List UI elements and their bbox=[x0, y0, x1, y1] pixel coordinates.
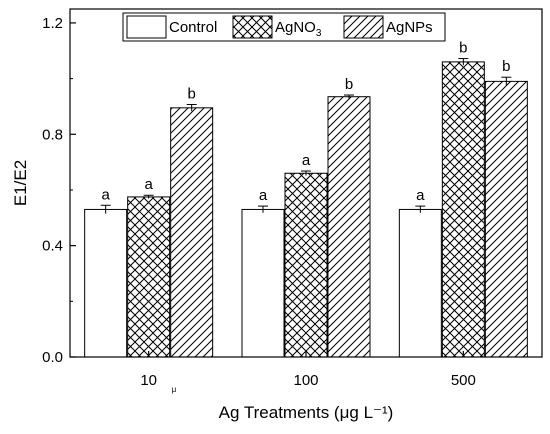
significance-label: b bbox=[345, 76, 353, 93]
x-tick-annotation: μ bbox=[172, 385, 177, 394]
legend-label-agnps: AgNPs bbox=[386, 19, 433, 36]
x-tick-label-500: 500 bbox=[451, 372, 476, 389]
bar-control-500 bbox=[398, 208, 442, 358]
bar-agno-100 bbox=[284, 172, 328, 358]
legend-swatch-control bbox=[126, 15, 167, 39]
y-tick-label: 0.8 bbox=[42, 126, 63, 143]
significance-label: a bbox=[416, 187, 425, 204]
legend-label-agno: AgNO3 bbox=[275, 19, 322, 39]
legend-box bbox=[122, 12, 446, 42]
x-tick-label-100: 100 bbox=[293, 372, 318, 389]
significance-label: a bbox=[259, 187, 268, 204]
bar-control-100 bbox=[241, 208, 285, 358]
legend-swatch-agnps bbox=[343, 15, 384, 39]
y-tick-label: 0.4 bbox=[42, 238, 63, 255]
significance-label: a bbox=[144, 176, 153, 193]
legend-label-control: Control bbox=[169, 19, 217, 36]
y-tick-label: 0.0 bbox=[42, 349, 63, 366]
x-axis: 10 μ 100 500 bbox=[140, 351, 476, 394]
bar-agno-500 bbox=[441, 61, 485, 358]
y-tick-label: 1.2 bbox=[42, 15, 63, 32]
bar-agnps-10 bbox=[170, 107, 214, 358]
significance-label: a bbox=[101, 186, 110, 203]
significance-label: b bbox=[187, 85, 195, 102]
bar-agno-10 bbox=[127, 196, 171, 358]
bar-control-10 bbox=[84, 208, 128, 358]
significance-label: b bbox=[502, 58, 510, 75]
bar-agnps-500 bbox=[484, 80, 528, 358]
y-axis: 0.0 0.4 0.8 1.2 bbox=[42, 15, 76, 366]
bars-layer: a a b a a b a b b bbox=[84, 40, 528, 358]
y-axis-title: E1/E2 bbox=[11, 160, 30, 206]
x-axis-title: Ag Treatments (μg L⁻¹) bbox=[219, 403, 394, 422]
significance-label: b bbox=[459, 40, 467, 57]
legend: Control AgNO3 AgNPs bbox=[122, 12, 446, 42]
legend-swatch-agno bbox=[232, 15, 273, 39]
bar-agnps-100 bbox=[327, 96, 371, 358]
x-tick-label-10: 10 bbox=[140, 372, 157, 389]
significance-label: a bbox=[302, 152, 311, 169]
